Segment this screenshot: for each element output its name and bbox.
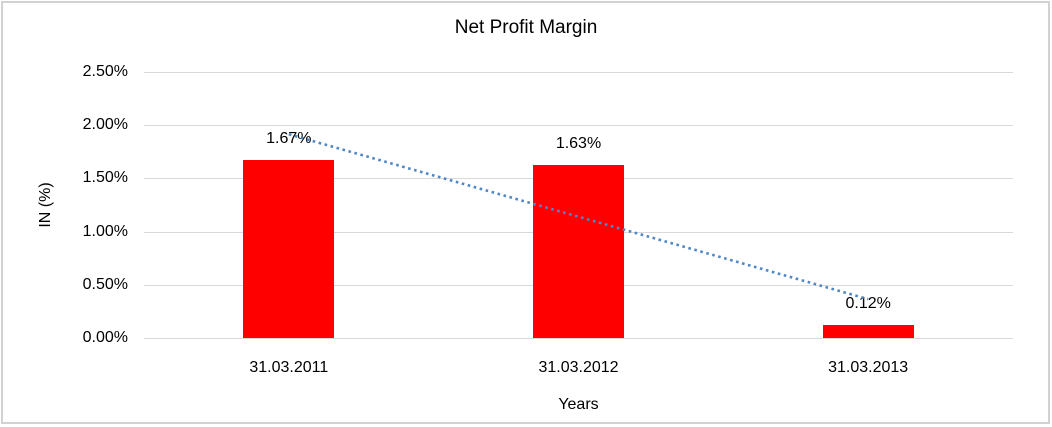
y-axis-tick-label: 1.50% [82,169,128,187]
x-axis-tick-label: 31.03.2011 [249,359,329,376]
bar-31.03.2013 [822,325,914,338]
data-label: 1.67% [266,130,312,148]
y-axis-tick-label: 1.00% [82,222,128,240]
data-label: 0.12% [845,295,891,313]
bar-31.03.2012 [533,164,624,338]
y-axis-tick-labels: 0.00% 0.50% 1.00% 1.50% 2.00% 2.50% [0,63,128,346]
y-axis-tick-label: 2.50% [82,63,128,80]
x-axis-tick-label: 31.03.2013 [828,359,909,376]
bar-31.03.2011 [243,160,335,338]
y-axis-tick-label: 0.00% [82,329,128,346]
x-axis-tick-label: 31.03.2012 [538,359,619,376]
gridline [144,338,1013,339]
y-axis-tick-label: 0.50% [82,275,128,293]
data-label: 1.63% [555,134,602,152]
plot-area: 1.67% 1.63% 0.12% [144,72,1013,339]
chart-title: Net Profit Margin [454,17,598,38]
y-axis-tick-label: 2.00% [82,116,128,134]
gridline [144,125,1013,127]
x-axis-title: Years [558,396,599,413]
gridline [144,72,1013,73]
x-axis-tick-labels: 31.03.2011 31.03.2012 31.03.2013 [144,359,1013,377]
